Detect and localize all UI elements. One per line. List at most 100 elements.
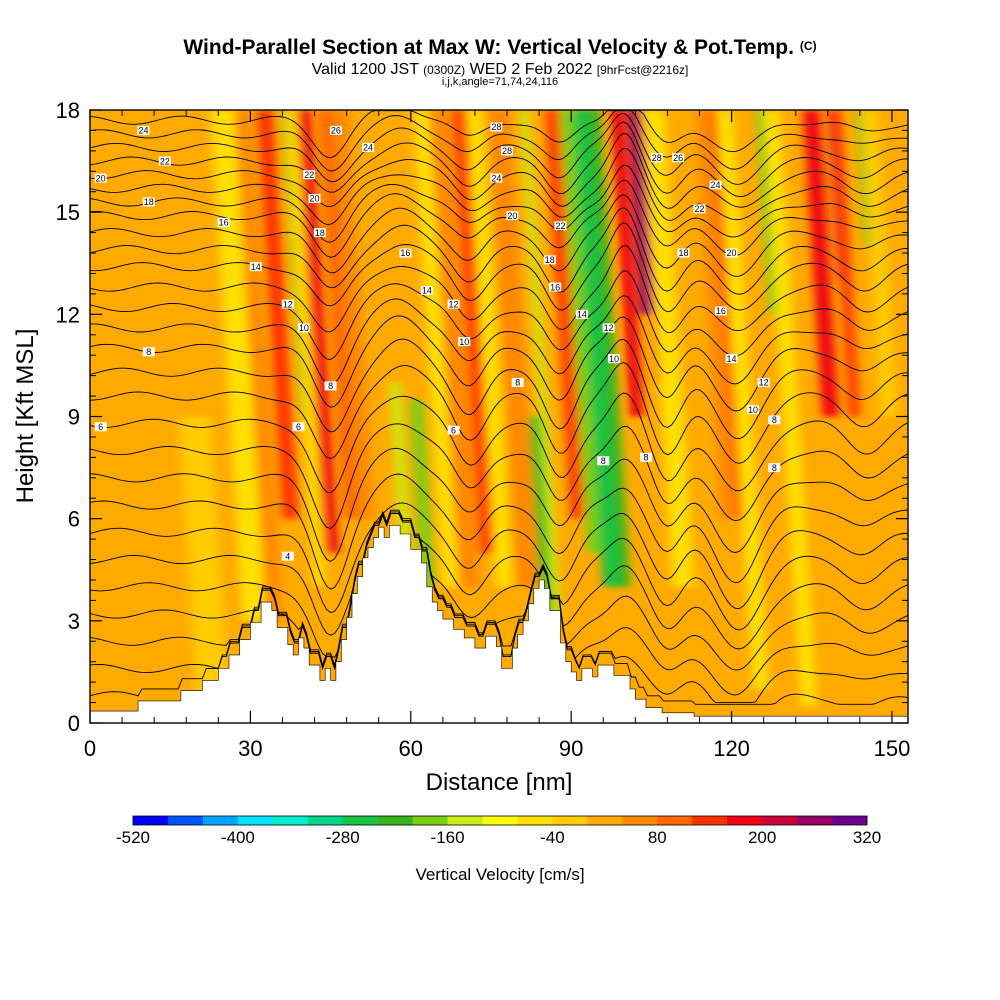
theta-contours	[90, 110, 908, 705]
contour-label-bg	[490, 173, 503, 183]
velocity-column-7	[297, 110, 339, 553]
contour-label: 18	[144, 197, 154, 207]
velocity-column-12	[412, 110, 459, 587]
contour-label: 10	[299, 323, 309, 333]
x-tick-label: 120	[713, 736, 750, 761]
x-tick-label: 150	[874, 736, 911, 761]
contour-label: 10	[609, 354, 619, 364]
contour-label-bg	[597, 456, 610, 466]
contour-label-bg	[329, 125, 342, 135]
contour-label: 8	[146, 347, 151, 357]
contour-label: 14	[422, 286, 432, 296]
contour-label-bg	[746, 405, 759, 415]
contour-label-bg	[94, 173, 107, 183]
contour-label: 28	[491, 122, 501, 132]
plot-area: 24 22 20 18 16 14 12 10 8 8 6 6 4 26 22 20 18 24 16 14 12 10 8…	[90, 110, 908, 723]
contour-label-bg	[714, 306, 727, 316]
contour-label: 20	[507, 211, 517, 221]
colorbar-tick-label: -160	[431, 828, 465, 847]
contour-label: 8	[515, 378, 520, 388]
contour-label-bg	[677, 248, 690, 258]
velocity-column-14	[452, 110, 497, 553]
contour-label-bg	[447, 299, 460, 309]
velocity-column-8	[318, 110, 358, 519]
x-tick-label: 90	[559, 736, 583, 761]
colorbar-swatch	[517, 816, 553, 825]
y-tick-label: 15	[56, 200, 80, 225]
contour-label-bg	[94, 422, 107, 432]
contour-label-bg	[137, 125, 150, 135]
x-tick-label: 30	[238, 736, 262, 761]
colorbar-swatch	[377, 816, 413, 825]
contour-label: 22	[304, 170, 314, 180]
colorbar-tick-label: 200	[748, 828, 776, 847]
contour-label-bg	[725, 248, 738, 258]
colorbar-swatch	[412, 816, 448, 825]
contour-label-bg	[650, 153, 663, 163]
velocity-column-1	[178, 416, 230, 706]
contour-label: 18	[315, 228, 325, 238]
contour-label: 28	[502, 146, 512, 156]
contour-label-bg	[757, 377, 770, 387]
title-text: Wind-Parallel Section at Max W: Vertical…	[183, 36, 794, 59]
colorbar-tick-label: -400	[221, 828, 255, 847]
velocity-column-21	[573, 110, 620, 587]
velocity-column-15	[466, 110, 513, 587]
velocity-column-20	[559, 110, 604, 553]
y-axis-title: Height [Kft MSL]	[12, 329, 39, 504]
colorbar-swatch	[832, 816, 868, 825]
forecast-info: [9hrFcst@2216z]	[596, 63, 689, 77]
colorbar: -520 -400 -280 -160 -40 80 200 320	[116, 815, 881, 847]
colorbar-swatch	[272, 816, 309, 825]
velocity-column-9	[331, 110, 374, 519]
contour-label-bg	[292, 422, 305, 432]
contour-label-bg	[308, 194, 321, 204]
x-axis-title: Distance [nm]	[426, 769, 573, 796]
copyright-mark: (C)	[799, 39, 817, 53]
contour-label: 20	[727, 248, 737, 258]
velocity-column-11	[409, 399, 435, 587]
contour-label-bg	[602, 323, 615, 333]
theta-contour-17	[90, 245, 908, 334]
colorbar-swatch	[167, 816, 204, 825]
theta-contour-22	[90, 164, 908, 243]
contour-label-bg	[554, 221, 567, 231]
theta-contour-23	[90, 148, 908, 225]
velocity-column-6	[284, 110, 326, 587]
theta-contour-20	[90, 194, 908, 277]
contour-label: 4	[285, 551, 290, 561]
contour-label-bg	[420, 285, 433, 295]
velocity-column-34	[829, 110, 860, 417]
contour-label-bg	[281, 551, 294, 561]
contour-label: 8	[772, 415, 777, 425]
colorbar-tick-label: 320	[853, 828, 881, 847]
contour-label-bg	[447, 425, 460, 435]
theta-contour-25	[90, 121, 908, 198]
y-tick-label: 18	[56, 98, 80, 123]
velocity-column-32	[803, 110, 839, 417]
contour-label-bg	[362, 142, 375, 152]
velocity-column-4	[256, 110, 299, 519]
theta-contour-10	[90, 423, 908, 529]
colorbar-swatch	[552, 816, 588, 825]
colorbar-title: Vertical Velocity [cm/s]	[415, 865, 584, 884]
colorbar-swatch	[482, 816, 518, 825]
theta-contour-4	[90, 513, 908, 671]
contour-label-bg	[575, 309, 588, 319]
contour-label-bg	[768, 415, 781, 425]
contour-label: 12	[759, 378, 769, 388]
contour-label-bg	[281, 299, 294, 309]
contour-label: 22	[160, 156, 170, 166]
contour-label: 24	[491, 173, 501, 183]
theta-contour-13	[90, 338, 908, 440]
y-tick-label: 6	[68, 507, 80, 532]
colorbar-swatch	[622, 816, 658, 825]
colorbar-swatch	[727, 816, 763, 825]
contour-label-bg	[324, 381, 337, 391]
chart-title: Wind-Parallel Section at Max W: Vertical…	[0, 36, 1000, 60]
velocity-column-2	[210, 110, 267, 621]
contour-label: 22	[555, 221, 565, 231]
colorbar-swatch	[133, 816, 169, 825]
theta-contour-16	[90, 270, 908, 360]
contour-label: 12	[449, 299, 459, 309]
